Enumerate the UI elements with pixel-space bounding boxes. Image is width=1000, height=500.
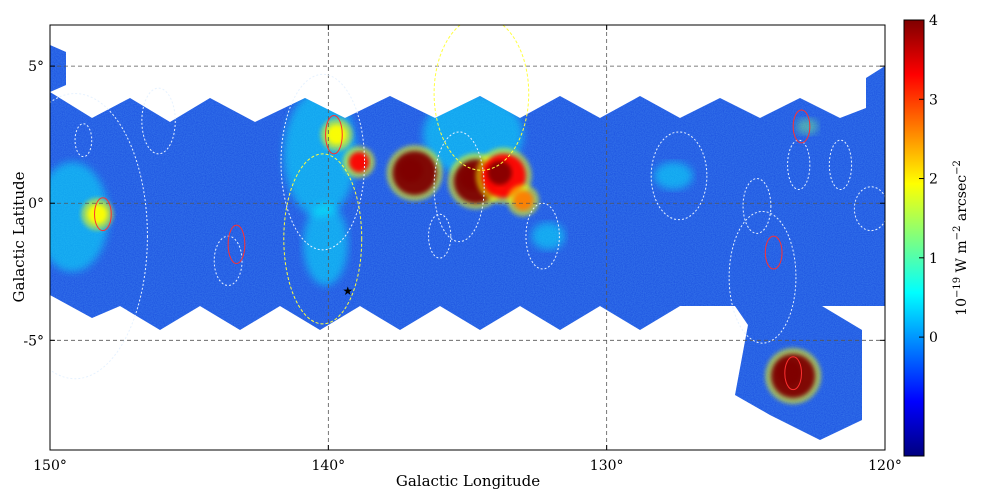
region-circle-white: [787, 139, 811, 191]
region-circles: [50, 25, 885, 391]
colorbar-tick-label: 2: [929, 172, 938, 188]
region-circle-white: [650, 131, 708, 221]
extended-emission: [50, 90, 819, 286]
region-circle-white: [141, 87, 176, 155]
extended-emission-region: [795, 118, 819, 135]
cbar-label-base: 10: [954, 298, 970, 316]
x-axis-label: Galactic Longitude: [396, 472, 540, 490]
colorbar-label: 10−19 W m−2 arcsec−2: [952, 160, 970, 316]
x-tick-label: 140°: [311, 458, 345, 474]
extended-emission-region: [303, 203, 348, 286]
region-circle-red: [784, 356, 803, 391]
region-circle-white: [433, 131, 485, 243]
colorbar-tick-label: 0: [929, 330, 938, 346]
bright-region-peak: [398, 157, 423, 183]
bright-region: [386, 145, 443, 202]
plot-frame: [49, 24, 886, 451]
region-circle-red: [792, 109, 811, 144]
y-tick-label: 0°: [28, 196, 44, 212]
cbar-label-exp1: −19: [952, 277, 963, 298]
cbar-label-exp3: −2: [952, 160, 963, 175]
region-circle-yellow: [433, 25, 530, 171]
bright-regions: [81, 118, 822, 404]
region-circle-white: [213, 235, 243, 286]
bright-region: [507, 184, 540, 217]
region-circle-white: [828, 139, 853, 191]
bright-region-core: [513, 190, 534, 211]
x-tick-label: 120°: [868, 458, 902, 474]
x-axis-ticks: 150° 140° 130° 120°: [33, 25, 902, 474]
region-circle-white: [280, 73, 366, 251]
y-tick-label: -5°: [23, 333, 44, 349]
region-circle-white: [728, 210, 797, 344]
y-axis-label: Galactic Latitude: [10, 171, 28, 302]
colorbar-tick-label: 4: [929, 13, 938, 29]
colorbar-tick-label: 1: [929, 251, 938, 267]
y-tick-label: 5°: [28, 59, 44, 75]
y-axis-ticks: 5° 0° -5°: [23, 59, 885, 349]
cbar-label-exp2: −2: [952, 226, 963, 241]
colorbar-ticks: 0 1 2 3 4: [919, 13, 938, 346]
x-tick-label: 130°: [590, 458, 624, 474]
colorbar-tick-label: 3: [929, 92, 938, 108]
region-circle-red: [227, 224, 246, 265]
cbar-label-mid2: arcsec: [954, 175, 970, 226]
region-circle-red: [325, 114, 343, 155]
bright-region-peak: [777, 360, 802, 386]
star-marker: ★: [342, 284, 353, 298]
grid-lines: [50, 25, 885, 450]
bright-region-core: [87, 204, 108, 225]
extended-emission-region: [653, 162, 693, 190]
region-circle-red: [764, 235, 783, 270]
bright-region: [81, 198, 114, 231]
region-circle-white: [525, 202, 560, 270]
bright-region: [765, 347, 822, 404]
region-circle-white: [50, 93, 148, 380]
cbar-label-mid: W m: [954, 240, 970, 277]
extended-emission-region: [50, 162, 109, 272]
region-circle-white: [742, 178, 772, 234]
bright-region-core: [348, 152, 369, 173]
extended-emission-region: [531, 222, 565, 250]
region-circle-white: [428, 213, 452, 259]
region-circle-yellow: [283, 153, 363, 325]
region-circle-red: [94, 197, 112, 232]
region-circle-white: [853, 186, 885, 232]
colorbar-gradient: [903, 19, 925, 457]
region-circle-white: [74, 123, 93, 158]
x-tick-label: 150°: [33, 458, 67, 474]
bright-region-core: [326, 124, 347, 145]
heatmap-plot-area: ★ 150° 140° 130° 120° 5° 0° -5°: [23, 24, 902, 474]
bright-region-peak: [487, 160, 512, 185]
